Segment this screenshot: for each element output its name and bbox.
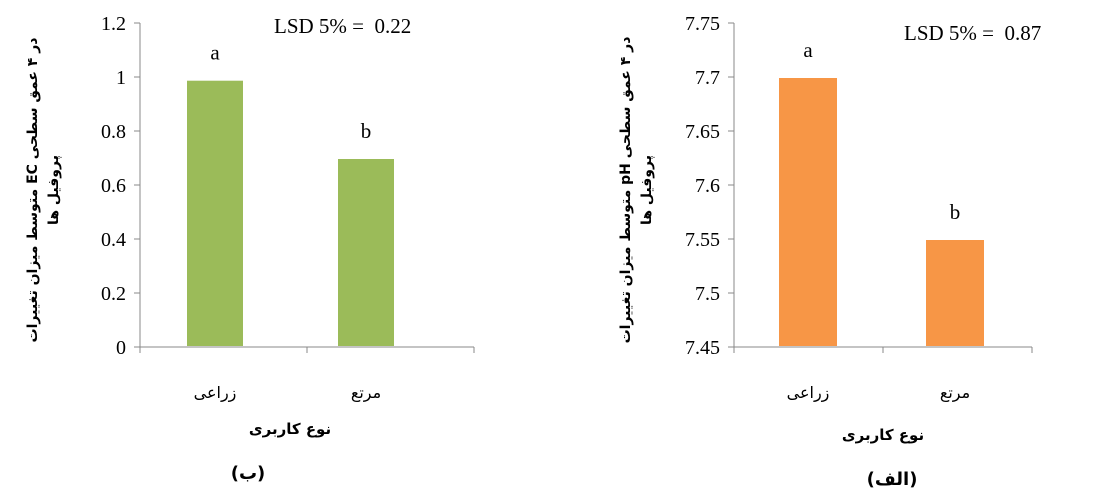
ec-ylabel-line2: پروفیل ها [46, 155, 62, 225]
ec-bar-letter-1: a [210, 41, 220, 65]
ph-bars: ab [777, 38, 986, 348]
ph-bar-2 [924, 238, 986, 348]
ph-bar-letter-2: b [950, 200, 961, 224]
ec-y-tick-label: 0.6 [101, 175, 126, 197]
ec-y-ticks: 0 0.2 0.4 0.6 0.8 1 1.2 [101, 13, 140, 359]
ec-caption: (ب) [231, 463, 266, 484]
ph-chart: متوسط میزان تغییرات pH در ۴ عمق سطحی پرو… [618, 13, 1041, 490]
ph-category-2: مرتع [940, 383, 970, 403]
ec-lsd-annotation: LSD 5% = 0.22 [274, 14, 411, 38]
ec-xlabel: نوع کاربری [249, 420, 331, 438]
ec-y-tick-label: 0 [116, 337, 126, 359]
ec-bar-1 [185, 78, 245, 348]
ec-bars: ab [185, 41, 396, 348]
ec-y-tick-label: 0.2 [101, 283, 126, 305]
ph-y-tick-label: 7.5 [695, 283, 720, 305]
ph-xlabel: نوع کاربری [842, 426, 924, 444]
ec-y-tick-label: 1 [116, 67, 126, 89]
ph-caption: (الف) [867, 469, 918, 490]
ph-y-tick-label: 7.65 [685, 121, 720, 143]
ph-bar-letter-1: a [803, 38, 813, 62]
ph-lsd-annotation: LSD 5% = 0.87 [904, 21, 1041, 45]
ec-category-1: زراعی [194, 383, 237, 403]
ec-y-tick-label: 0.4 [101, 229, 126, 251]
ec-bar-2 [336, 157, 396, 348]
ph-y-ticks: 7.45 7.5 7.55 7.6 7.65 7.7 7.75 [685, 13, 734, 359]
ph-y-tick-label: 7.75 [685, 13, 720, 35]
ph-category-1: زراعی [787, 383, 830, 403]
ph-y-tick-label: 7.55 [685, 229, 720, 251]
ec-ylabel-line1: متوسط میزان تغییرات EC در ۴ عمق سطحی [25, 38, 41, 343]
ph-y-tick-label: 7.7 [695, 67, 720, 89]
ec-bar-letter-2: b [361, 119, 372, 143]
ph-ylabel-line2: پروفیل ها [639, 155, 655, 225]
ec-y-tick-label: 1.2 [101, 13, 126, 35]
ph-y-tick-label: 7.45 [685, 337, 720, 359]
ph-ylabel-line1: متوسط میزان تغییرات pH در ۴ عمق سطحی [618, 37, 634, 344]
ec-category-2: مرتع [351, 383, 381, 403]
ph-bar-1 [777, 76, 839, 348]
ec-y-tick-label: 0.8 [101, 121, 126, 143]
ec-chart: متوسط میزان تغییرات EC در ۴ عمق سطحی پرو… [25, 13, 475, 484]
ph-y-tick-label: 7.6 [695, 175, 720, 197]
